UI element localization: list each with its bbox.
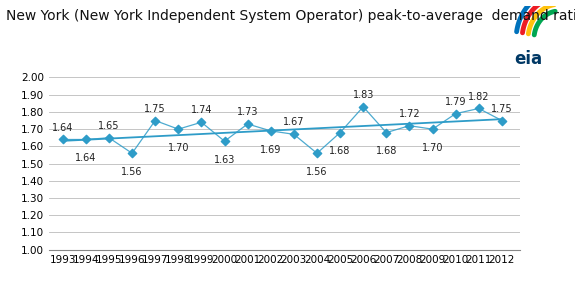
- Text: 1.68: 1.68: [375, 146, 397, 156]
- Point: [474, 106, 484, 111]
- Text: 1.56: 1.56: [121, 167, 143, 177]
- Point: [220, 139, 229, 144]
- Point: [197, 120, 206, 125]
- Text: 1.82: 1.82: [468, 92, 489, 102]
- Point: [243, 122, 252, 126]
- Text: 1.68: 1.68: [329, 146, 351, 156]
- Point: [58, 137, 67, 142]
- Text: 1.83: 1.83: [352, 90, 374, 100]
- Text: 1.72: 1.72: [398, 109, 420, 119]
- Text: eia: eia: [514, 51, 542, 69]
- Point: [128, 151, 137, 156]
- Text: 1.69: 1.69: [260, 145, 281, 155]
- Text: 1.56: 1.56: [306, 167, 328, 177]
- Text: 1.70: 1.70: [422, 143, 443, 153]
- Text: 1.79: 1.79: [445, 97, 466, 107]
- Point: [428, 127, 437, 131]
- Point: [497, 118, 507, 123]
- Text: New York (New York Independent System Operator) peak-to-average  demand ratio: New York (New York Independent System Op…: [6, 9, 575, 23]
- Point: [289, 132, 298, 137]
- Text: 1.64: 1.64: [75, 153, 97, 163]
- Point: [312, 151, 321, 156]
- Point: [105, 135, 114, 140]
- Point: [81, 137, 90, 142]
- Text: 1.75: 1.75: [144, 104, 166, 114]
- Text: 1.73: 1.73: [237, 107, 258, 117]
- Text: 1.74: 1.74: [191, 105, 212, 115]
- Point: [405, 123, 414, 128]
- Point: [266, 129, 275, 133]
- Point: [174, 127, 183, 131]
- Point: [359, 104, 368, 109]
- Text: 1.63: 1.63: [214, 155, 235, 165]
- Text: 1.64: 1.64: [52, 123, 74, 133]
- Text: 1.67: 1.67: [283, 117, 305, 127]
- Point: [151, 118, 160, 123]
- Point: [335, 130, 344, 135]
- Text: 1.65: 1.65: [98, 121, 120, 131]
- Point: [451, 111, 460, 116]
- Point: [382, 130, 391, 135]
- Text: 1.70: 1.70: [167, 143, 189, 153]
- Text: 1.75: 1.75: [491, 104, 513, 114]
